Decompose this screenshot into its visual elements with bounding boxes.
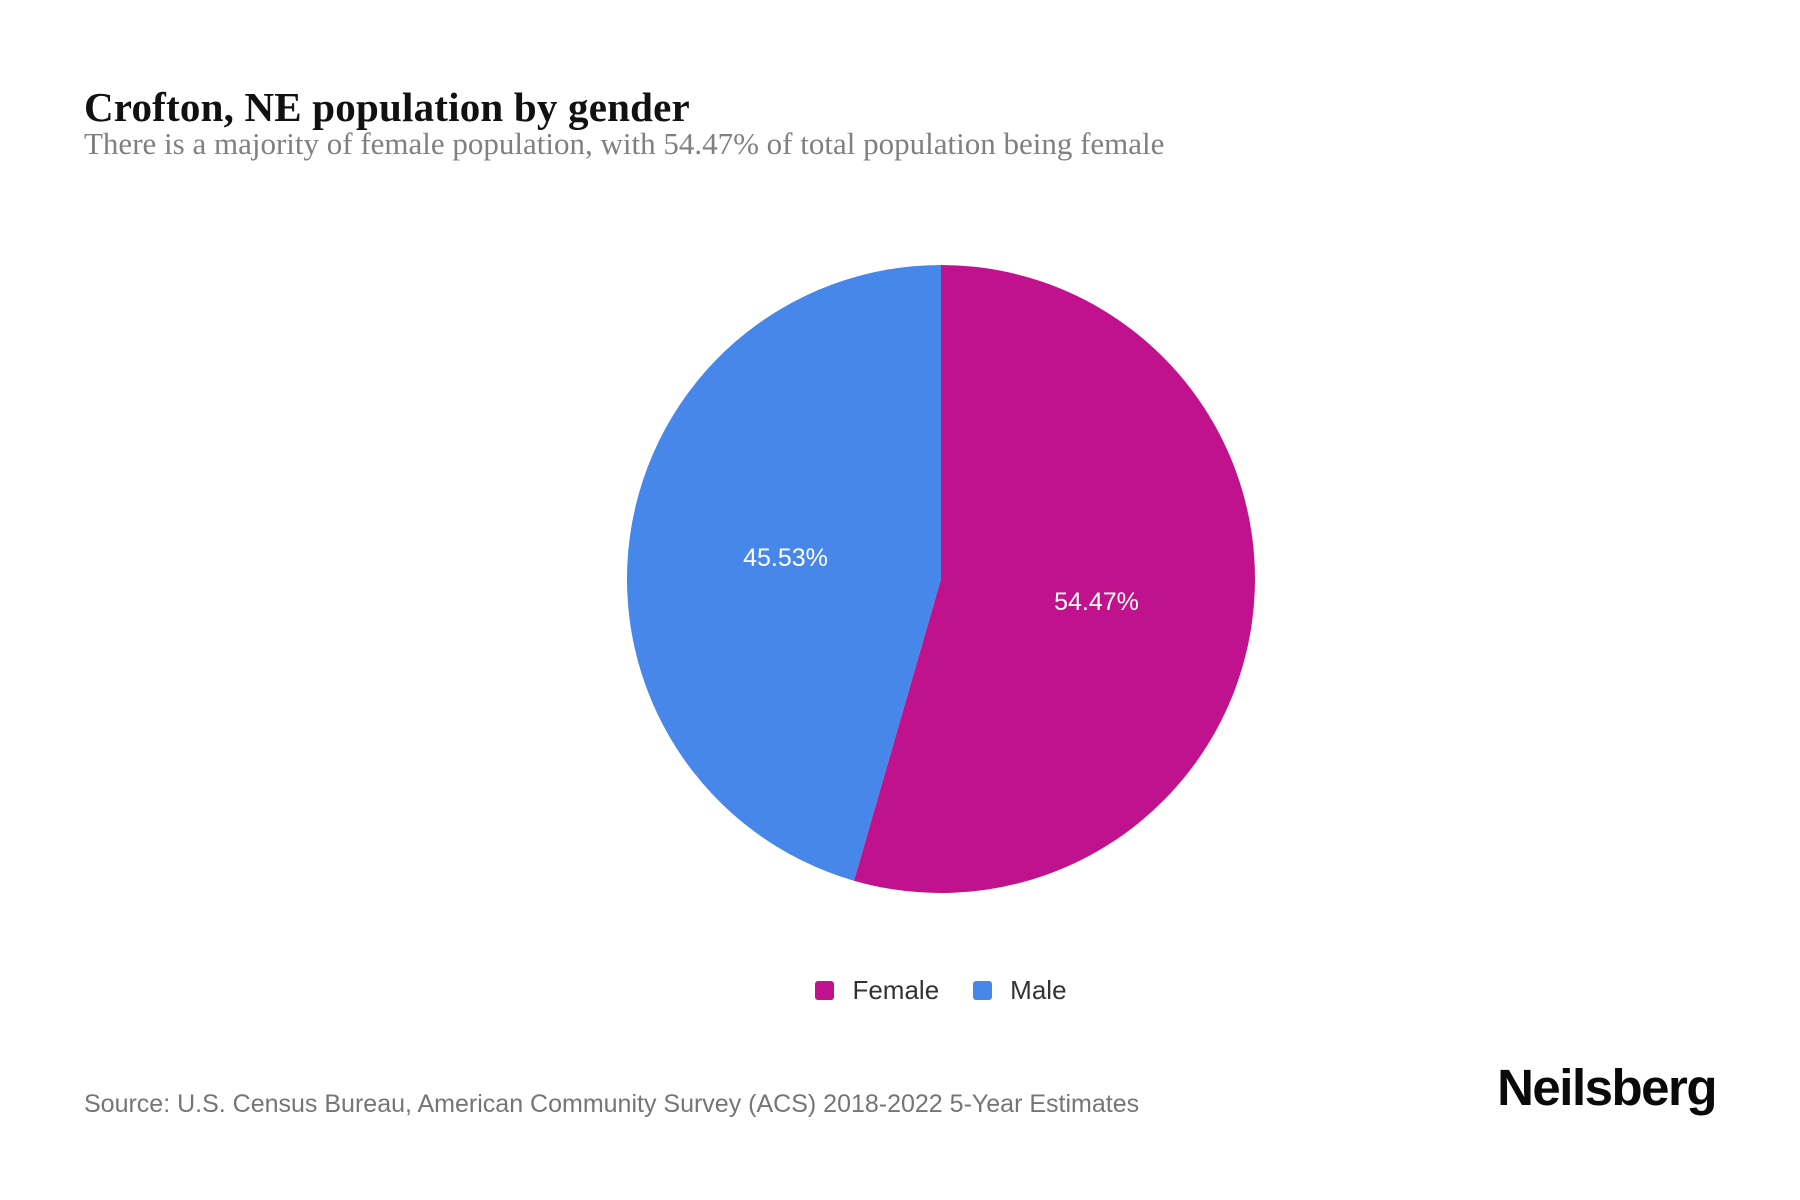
legend: Female Male (591, 975, 1291, 1006)
pie-slice-value-label-male: 45.53% (743, 544, 828, 572)
brand-logo: Neilsberg (1497, 1059, 1717, 1116)
pie-slice-male[interactable] (626, 265, 941, 881)
page-title: Crofton, NE population by gender (84, 84, 690, 131)
legend-swatch-female (815, 981, 835, 1000)
pie-slice-value-label-female: 54.47% (1054, 588, 1139, 616)
pie-slice-female[interactable] (853, 265, 1255, 893)
source-note: Source: U.S. Census Bureau, American Com… (84, 1090, 1140, 1118)
legend-label-female: Female (852, 975, 940, 1005)
legend-swatch-male (973, 981, 993, 1000)
pie-chart: 54.47% 45.53% (591, 229, 1291, 929)
legend-item-male[interactable]: Male (973, 975, 1067, 1006)
legend-item-female[interactable]: Female (815, 975, 939, 1006)
legend-label-male: Male (1010, 975, 1067, 1005)
page-subtitle: There is a majority of female population… (84, 126, 1165, 161)
pie-chart-svg: 54.47% 45.53% (626, 265, 1255, 893)
